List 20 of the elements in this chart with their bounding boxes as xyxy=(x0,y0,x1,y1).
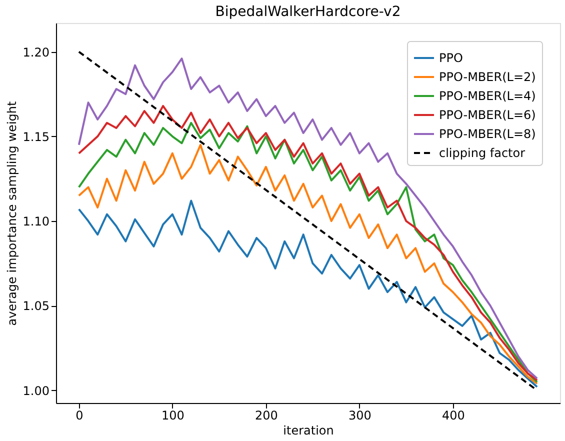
x-tick-label: 0 xyxy=(76,408,84,422)
y-tick-label: 1.15 xyxy=(22,130,50,144)
x-tick-label: 200 xyxy=(254,408,278,422)
x-axis-title: iteration xyxy=(283,424,334,438)
legend-label: PPO-MBER(L=6) xyxy=(439,108,536,122)
y-tick-label: 1.00 xyxy=(22,384,50,398)
x-tick-label: 300 xyxy=(348,408,372,422)
y-tick-label: 1.10 xyxy=(22,214,50,229)
x-tick-label: 400 xyxy=(442,408,465,422)
legend-label: clipping factor xyxy=(439,146,526,160)
legend-label: PPO-MBER(L=4) xyxy=(439,89,536,103)
y-tick-label: 1.20 xyxy=(22,45,50,60)
chart-title: BipedalWalkerHardcore-v2 xyxy=(215,4,401,20)
y-tick-label: 1.05 xyxy=(22,299,50,314)
legend-label: PPO-MBER(L=2) xyxy=(439,70,536,84)
line-series xyxy=(78,200,538,388)
legend-label: PPO xyxy=(439,51,463,65)
legend-label: PPO-MBER(L=8) xyxy=(439,127,536,141)
y-axis-title: average importance sampling weight xyxy=(4,101,19,326)
x-tick-label: 100 xyxy=(161,408,184,422)
